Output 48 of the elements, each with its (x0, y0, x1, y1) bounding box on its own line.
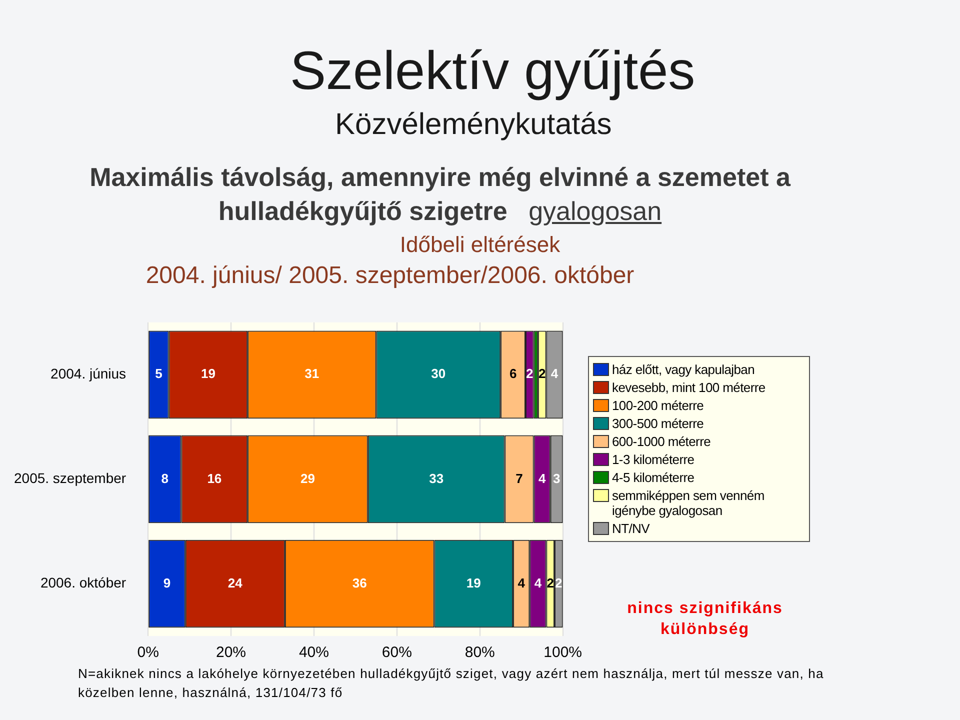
data-label: 6 (509, 366, 517, 382)
data-label: 8 (161, 470, 169, 486)
data-label: 31 (304, 366, 320, 382)
data-label: 2 (526, 366, 534, 382)
x-tick-label: 80% (464, 644, 495, 662)
data-label: 3 (552, 470, 560, 486)
text: Időbeli eltérések (398, 232, 562, 258)
chart-title: Szelektív gyűjtés (290, 40, 696, 102)
data-label: 24 (228, 575, 244, 590)
data-label: 9 (163, 575, 171, 590)
data-label: 19 (466, 575, 481, 590)
text: Maximális távolság, amennyire még elvinné a szemetet a hulladékgyűjtő szigetre gyalogosan (88, 161, 792, 228)
y-tick-label: 2005. szeptember (14, 470, 126, 486)
x-tick-label: 60% (382, 644, 412, 662)
data-label: 2 (546, 575, 554, 590)
legend-label: 300-500 méterre (612, 416, 704, 431)
legend-label: 1-3 kilométerre (612, 452, 694, 467)
text: N=akiknek nincs a lakóhelye környezetében hulladékgyűjtő sziget, vagy azért nem használja, mert túl messze van, ha közelben lenne, használná, 131/104/73 fő (78, 665, 825, 702)
legend-label: ház előtt, vagy kapulajban (612, 362, 755, 377)
data-label: 16 (207, 470, 222, 486)
legend-label: kevesebb, mint 100 méterre (612, 380, 766, 395)
data-label: 4 (534, 575, 542, 590)
data-label: 4 (538, 470, 546, 486)
data-label: 7 (516, 470, 523, 486)
text: nincs szignifikáns különbség (626, 599, 784, 640)
legend-label: 4-5 kilométerre (612, 470, 694, 485)
legend-label: 100-200 méterre (612, 398, 704, 413)
data-label: 33 (429, 470, 444, 486)
data-label: 19 (200, 366, 216, 382)
text: 2004. június/ 2005. szeptember/2006. október (144, 262, 636, 290)
data-label: 36 (352, 575, 367, 590)
chart-subtitle: Közvéleménykutatás (335, 108, 612, 142)
data-label: 2 (555, 575, 562, 590)
y-tick-label: 2006. október (40, 574, 126, 591)
data-label: 2 (538, 366, 546, 382)
x-tick-label: 0% (137, 644, 159, 662)
x-tick-label: 20% (216, 644, 246, 662)
x-tick-label: 40% (298, 644, 329, 662)
data-label: 30 (431, 366, 446, 382)
legend-label: 600-1000 méterre (612, 434, 711, 449)
legend-label: semmiképpen sem venném igénybe gyalogosan (612, 488, 766, 518)
data-label: 5 (155, 366, 162, 382)
data-label: 29 (300, 470, 315, 486)
data-label: 4 (518, 575, 526, 590)
x-tick-label: 100% (544, 644, 582, 662)
legend-label: NT/NV (612, 521, 650, 536)
data-label: 4 (550, 366, 559, 382)
y-tick-label: 2004. június (50, 366, 126, 382)
